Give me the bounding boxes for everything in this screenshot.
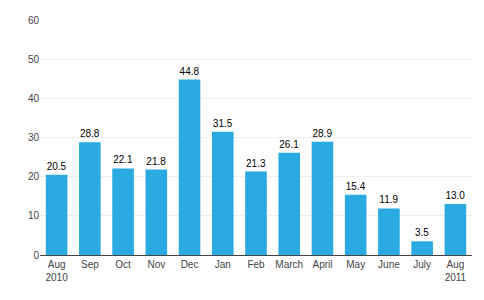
svg-text:31.5: 31.5 (213, 118, 233, 129)
svg-text:20.5: 20.5 (47, 161, 67, 172)
svg-text:Dec: Dec (181, 259, 199, 270)
svg-text:28.8: 28.8 (80, 128, 100, 139)
svg-text:30: 30 (28, 132, 40, 143)
svg-text:44.8: 44.8 (180, 66, 200, 77)
svg-text:15.4: 15.4 (346, 181, 366, 192)
svg-text:July: July (413, 259, 431, 270)
svg-text:26.1: 26.1 (279, 139, 299, 150)
svg-text:Jan: Jan (215, 259, 231, 270)
svg-text:Aug2010: Aug2010 (45, 259, 68, 283)
svg-text:Feb: Feb (247, 259, 265, 270)
svg-text:Aug2011: Aug2011 (445, 259, 467, 283)
svg-text:11.9: 11.9 (379, 194, 398, 205)
svg-text:50: 50 (28, 54, 40, 65)
svg-text:20: 20 (28, 171, 40, 182)
svg-text:June: June (378, 259, 400, 270)
svg-text:Nov: Nov (147, 259, 165, 270)
svg-text:Oct: Oct (115, 259, 131, 270)
svg-text:3.5: 3.5 (415, 227, 429, 238)
svg-text:May: May (346, 259, 365, 270)
svg-text:40: 40 (28, 93, 40, 104)
svg-text:Sep: Sep (81, 259, 99, 270)
svg-text:0: 0 (33, 250, 39, 261)
svg-text:60: 60 (28, 15, 40, 26)
svg-text:April: April (312, 259, 332, 270)
svg-text:10: 10 (28, 210, 40, 221)
svg-text:13.0: 13.0 (445, 190, 465, 201)
svg-text:21.3: 21.3 (246, 158, 266, 169)
svg-text:March: March (275, 259, 303, 270)
svg-text:28.9: 28.9 (313, 128, 333, 139)
svg-text:22.1: 22.1 (113, 154, 133, 165)
svg-text:21.8: 21.8 (146, 156, 166, 167)
